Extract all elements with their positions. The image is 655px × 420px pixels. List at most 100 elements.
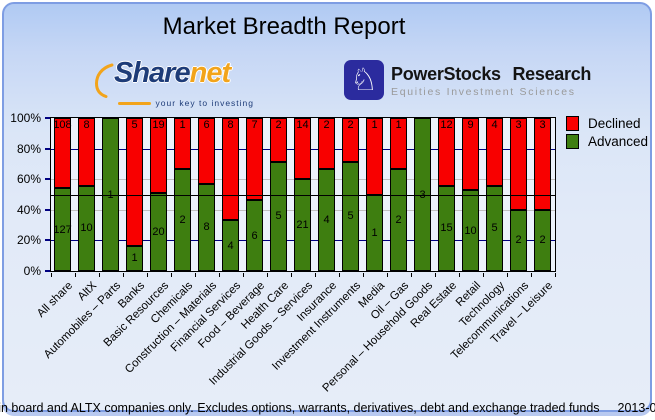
declined-segment: 1 [174,118,191,169]
y-tick-label: 0% [23,264,41,278]
declined-swatch [566,116,579,131]
x-tick-mark [51,273,52,277]
advanced-segment: 1 [366,194,383,271]
declined-value: 8 [227,119,234,131]
y-tick-label: 100% [10,111,41,125]
sharenet-word-net: net [189,57,231,89]
powerstocks-logo: ♘ PowerStocks Research Equities Investme… [344,60,591,100]
declined-segment: 1 [390,118,407,169]
declined-value: 1 [371,119,378,131]
advanced-value: 2 [179,214,186,226]
sharenet-swoosh-icon [94,63,114,98]
advanced-segment: 6 [246,200,263,271]
y-tick-label: 20% [16,233,41,248]
declined-segment: 19 [150,118,167,193]
fifty-percent-line [51,195,555,196]
page-title: Market Breadth Report [162,13,406,40]
advanced-value: 2 [539,234,546,247]
x-tick-mark [387,273,388,277]
declined-segment: 3 [510,118,527,210]
powerstocks-subtitle: Equities Investment Sciences [391,86,576,98]
advanced-value: 10 [464,224,477,237]
advanced-segment: 20 [150,192,167,271]
advanced-value: 8 [203,221,210,234]
advanced-value: 1 [131,252,138,265]
declined-value: 1 [179,119,186,131]
knight-chess-icon: ♘ [344,60,384,100]
declined-value: 7 [251,119,258,131]
x-tick-mark [195,273,196,277]
y-tick-mark [45,117,50,119]
advanced-segment: 10 [462,190,479,271]
advanced-segment: 5 [342,161,359,271]
x-tick-mark [99,273,100,277]
advanced-swatch [566,134,579,149]
declined-value: 5 [131,119,138,131]
advanced-value: 1 [371,226,378,239]
declined-segment: 3 [534,118,551,210]
bar-column: 108 127 [51,118,75,271]
declined-segment: 2 [318,118,335,169]
x-tick-mark [459,273,460,277]
x-tick-mark [123,273,124,277]
advanced-value: 4 [227,239,234,252]
declined-segment: 9 [462,118,479,191]
advanced-segment: 5 [486,185,503,271]
x-tick-mark [219,273,220,277]
declined-segment: 7 [246,118,263,201]
advanced-value: 5 [275,210,282,223]
y-tick-mark [45,270,50,272]
x-tick-mark [435,273,436,277]
declined-segment: 2 [270,118,287,162]
x-tick-mark [147,273,148,277]
powerstocks-name: PowerStocks Research [391,64,592,84]
advanced-segment: 10 [78,185,95,271]
advanced-value: 2 [395,214,402,226]
advanced-segment: 1 [102,118,119,271]
y-tick-mark [45,147,50,150]
stacked-bar: 108 127 [53,118,72,271]
x-tick-mark [363,273,364,277]
y-axis: 100% 80% 60% 40% 20% 0% [4,111,50,278]
sharenet-wordmark: Sharenet [114,57,231,89]
advanced-value: 3 [419,189,425,201]
advanced-value: 21 [296,219,309,232]
bar-column: 12 15 [435,118,459,271]
advanced-segment: 15 [438,185,455,271]
declined-value: 14 [296,119,309,131]
declined-segment: 8 [222,118,239,220]
declined-value: 2 [347,119,354,131]
footer-note: * Main board and ALTX companies only. Ex… [0,401,600,415]
y-tick-mark [45,178,50,181]
declined-segment: 14 [294,118,311,180]
declined-value: 12 [440,119,453,131]
advanced-segment: 3 [414,118,431,271]
x-tick-mark [531,273,532,277]
legend-item-declined: Declined [566,116,648,131]
chart-legend: Declined Advanced [566,116,648,152]
advanced-value: 5 [491,222,498,235]
advanced-segment: 2 [174,169,191,271]
x-tick-mark [171,273,172,277]
advanced-segment: 4 [318,169,335,271]
legend-label-advanced: Advanced [588,134,649,149]
stacked-bar: 3 [414,118,431,271]
footer: * Main board and ALTX companies only. Ex… [0,401,655,415]
stacked-bar: 12 15 [438,118,455,271]
advanced-value: 5 [347,210,354,223]
advanced-value: 2 [515,234,522,247]
x-tick-mark [243,273,244,277]
y-tick-label: 60% [16,172,41,187]
advanced-value: 15 [440,222,453,235]
